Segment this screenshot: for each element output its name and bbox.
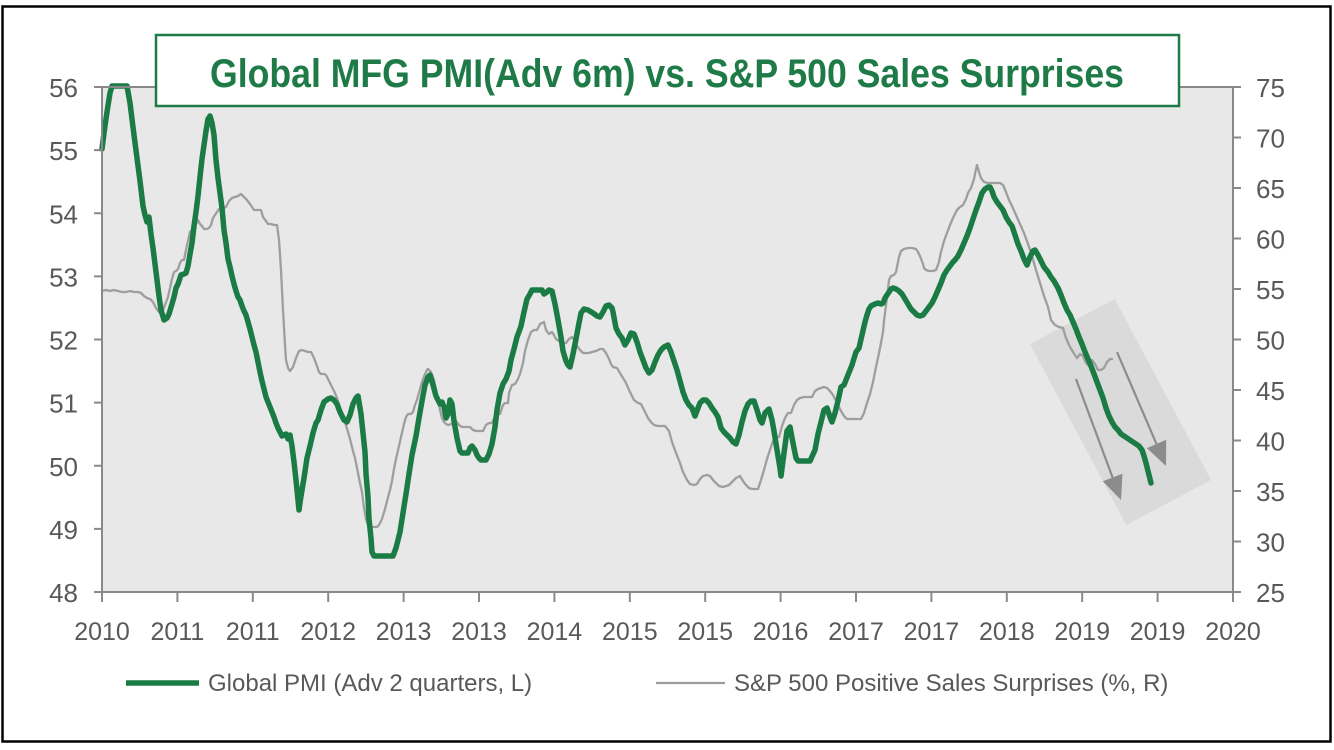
svg-text:Global PMI (Adv 2 quarters, L): Global PMI (Adv 2 quarters, L) [208, 670, 532, 697]
svg-text:2020: 2020 [1205, 618, 1261, 646]
svg-text:2012: 2012 [300, 618, 356, 646]
svg-text:55: 55 [1256, 275, 1285, 305]
svg-text:65: 65 [1256, 174, 1285, 204]
svg-text:25: 25 [1256, 578, 1285, 608]
svg-text:2015: 2015 [677, 618, 733, 646]
svg-text:60: 60 [1256, 225, 1285, 255]
svg-text:45: 45 [1256, 376, 1285, 406]
svg-text:S&P 500 Positive Sales Surpris: S&P 500 Positive Sales Surprises (%, R) [734, 670, 1168, 697]
svg-text:30: 30 [1256, 528, 1285, 558]
svg-text:52: 52 [49, 326, 78, 356]
svg-text:75: 75 [1256, 73, 1285, 103]
svg-text:70: 70 [1256, 124, 1285, 154]
svg-text:35: 35 [1256, 477, 1285, 507]
svg-text:55: 55 [49, 136, 78, 166]
svg-text:53: 53 [49, 262, 78, 292]
svg-text:2011: 2011 [226, 618, 280, 646]
svg-text:50: 50 [1256, 326, 1285, 356]
svg-text:2013: 2013 [451, 618, 507, 646]
svg-text:50: 50 [49, 452, 78, 482]
svg-text:2011: 2011 [151, 618, 205, 646]
svg-text:51: 51 [49, 389, 78, 419]
svg-text:2019: 2019 [1054, 618, 1110, 646]
svg-text:2019: 2019 [1130, 618, 1186, 646]
svg-text:2016: 2016 [753, 618, 809, 646]
svg-text:2018: 2018 [979, 618, 1035, 646]
svg-text:2013: 2013 [376, 618, 432, 646]
svg-text:54: 54 [49, 199, 78, 229]
svg-text:2014: 2014 [527, 618, 583, 646]
svg-text:2017: 2017 [828, 618, 884, 646]
svg-text:56: 56 [49, 73, 78, 103]
svg-text:2017: 2017 [904, 618, 960, 646]
svg-text:48: 48 [49, 578, 78, 608]
svg-text:49: 49 [49, 515, 78, 545]
svg-text:Global MFG PMI(Adv 6m) vs. S&P: Global MFG PMI(Adv 6m) vs. S&P 500 Sales… [210, 52, 1124, 96]
svg-text:40: 40 [1256, 427, 1285, 457]
svg-text:2010: 2010 [74, 618, 130, 646]
svg-text:2015: 2015 [602, 618, 658, 646]
